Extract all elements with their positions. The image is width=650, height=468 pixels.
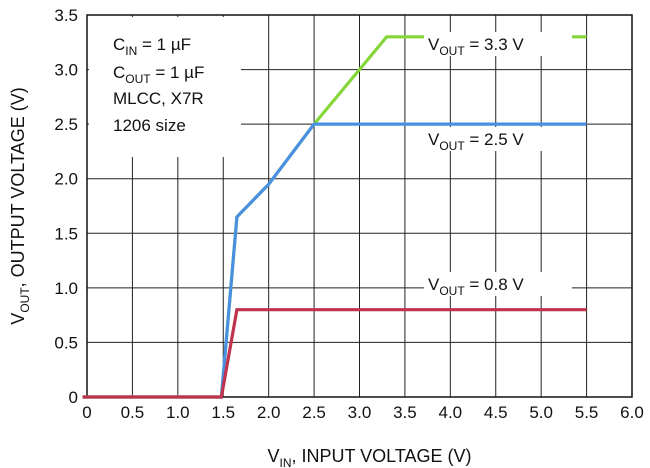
series-lines — [82, 35, 587, 399]
x-tick-label: 5.5 — [575, 403, 599, 422]
y-tick-label: 0.5 — [54, 333, 78, 352]
y-tick-label: 3.5 — [54, 6, 78, 25]
series-line-2 — [82, 122, 587, 399]
x-tick-label: 3.0 — [348, 403, 372, 422]
series-label-2: VOUT = 2.5 V — [428, 130, 524, 153]
x-tick-label: 4.0 — [439, 403, 463, 422]
plot-frame — [86, 14, 633, 398]
tick-labels: 0 0.5 1.0 1.5 2.0 2.5 3.0 3.5 4.0 4.5 5.0 5.5 6.0 0 0.… — [54, 6, 643, 422]
series-label-1: VOUT = 3.3 V — [428, 35, 524, 58]
series-label-background — [424, 32, 572, 56]
x-tick-label: 6.0 — [620, 403, 644, 422]
x-tick-label: 1.0 — [166, 403, 190, 422]
y-tick-label: 2.5 — [54, 115, 78, 134]
y-tick-label: 0 — [69, 388, 78, 407]
annotation-line-1: CIN = 1 µF — [113, 35, 191, 58]
series-label-background — [424, 127, 572, 151]
x-tick-label: 4.5 — [484, 403, 508, 422]
x-tick-label: 3.5 — [393, 403, 417, 422]
axis-titles: VIN, INPUT VOLTAGE (V) VOUT, OUTPUT VOLTA… — [8, 87, 472, 468]
series-label-background — [424, 272, 572, 296]
x-tick-label: 5.0 — [529, 403, 553, 422]
annotation-background — [89, 17, 241, 157]
annotation-line-3: MLCC, X7R — [113, 89, 204, 108]
series-labels: VOUT = 3.3 V VOUT = 2.5 V VOUT = 0.8 V — [424, 32, 572, 298]
annotation-block: CIN = 1 µF COUT = 1 µF MLCC, X7R 1206 size — [89, 17, 241, 157]
series-label-3: VOUT = 0.8 V — [428, 275, 524, 298]
grid — [86, 14, 633, 398]
series-line-3 — [82, 308, 587, 399]
y-tick-label: 1.0 — [54, 279, 78, 298]
y-tick-label: 1.5 — [54, 224, 78, 243]
annotation-line-4: 1206 size — [113, 116, 186, 135]
x-tick-label: 2.5 — [302, 403, 326, 422]
y-tick-label: 3.0 — [54, 61, 78, 80]
x-tick-label: 1.5 — [211, 403, 235, 422]
x-axis-title: VIN, INPUT VOLTAGE (V) — [267, 446, 471, 468]
y-tick-label: 2.0 — [54, 170, 78, 189]
annotation-line-2: COUT = 1 µF — [113, 63, 204, 86]
x-tick-label: 0 — [82, 403, 91, 422]
x-tick-label: 0.5 — [121, 403, 145, 422]
x-tick-label: 2.0 — [257, 403, 281, 422]
y-axis-title: VOUT, OUTPUT VOLTAGE (V) — [8, 87, 32, 324]
